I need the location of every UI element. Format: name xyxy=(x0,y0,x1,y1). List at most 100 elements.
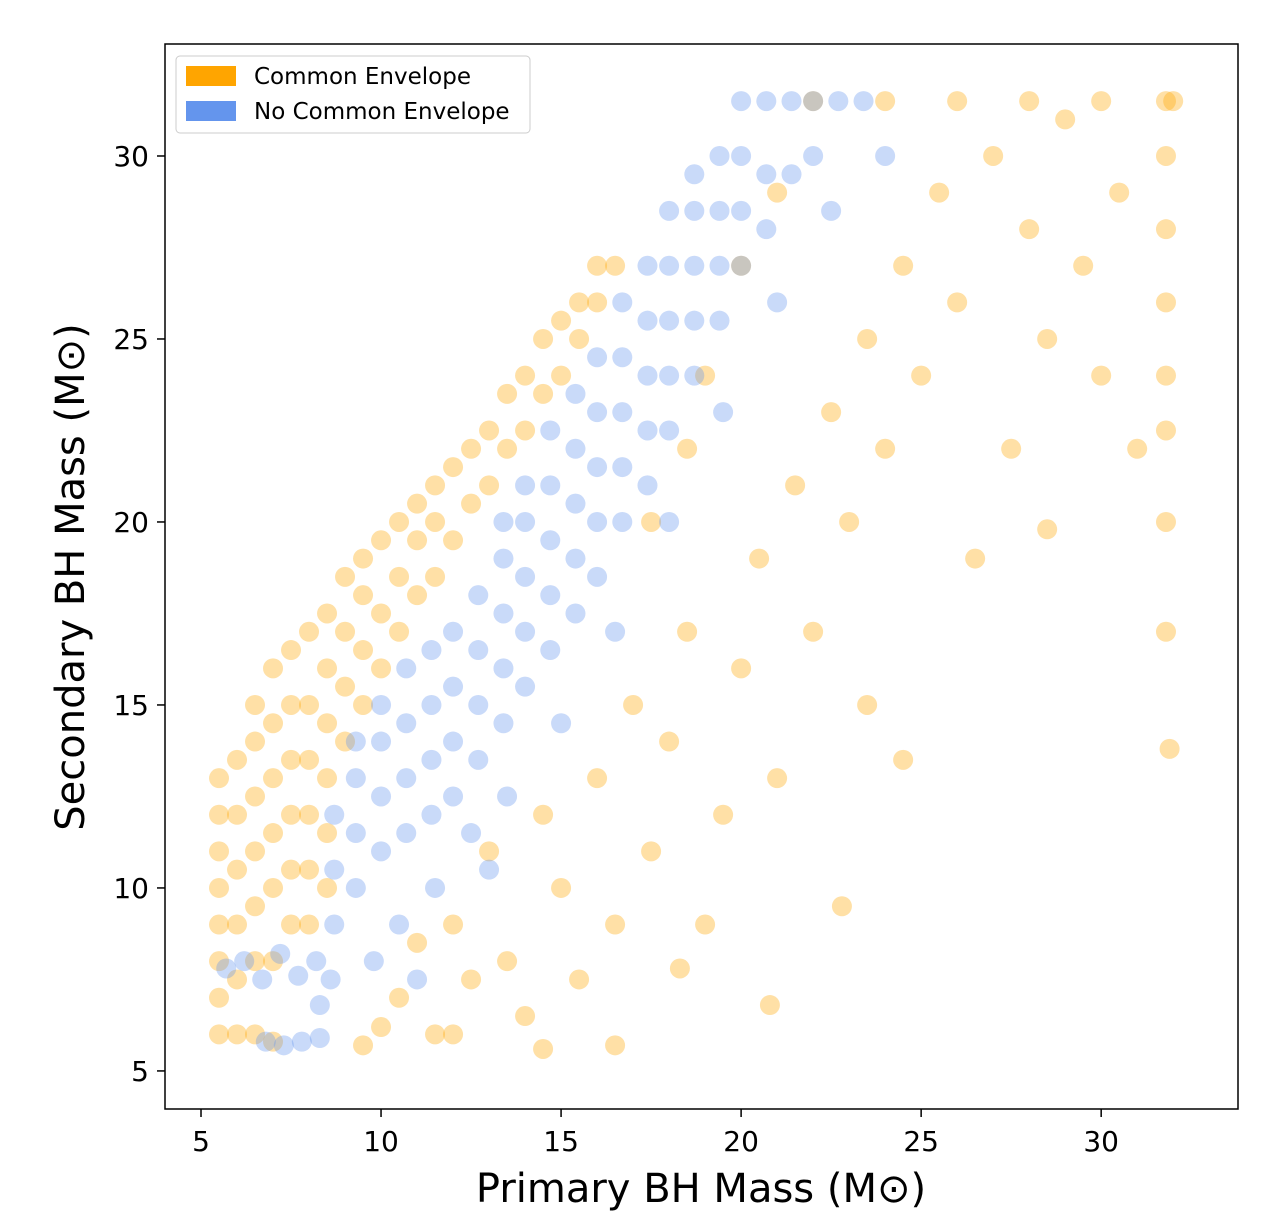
point xyxy=(443,786,464,807)
point xyxy=(731,255,752,276)
point xyxy=(425,1024,446,1045)
point xyxy=(515,365,536,386)
point xyxy=(1155,621,1176,642)
point xyxy=(839,511,860,532)
point xyxy=(497,786,518,807)
point xyxy=(461,493,482,514)
point xyxy=(684,200,705,221)
point xyxy=(425,511,446,532)
point xyxy=(1155,420,1176,441)
point xyxy=(803,621,824,642)
point xyxy=(299,859,320,880)
point xyxy=(245,786,266,807)
point xyxy=(767,182,788,203)
point xyxy=(612,511,633,532)
point xyxy=(1155,365,1176,386)
point xyxy=(468,749,489,770)
point xyxy=(493,603,514,624)
point xyxy=(209,804,230,825)
point xyxy=(1155,145,1176,166)
point xyxy=(587,347,608,368)
point xyxy=(515,511,536,532)
point xyxy=(371,530,392,551)
point xyxy=(540,475,561,496)
point xyxy=(263,877,284,898)
point xyxy=(587,566,608,587)
point xyxy=(371,694,392,715)
point xyxy=(407,530,428,551)
point xyxy=(309,995,330,1016)
point xyxy=(281,859,302,880)
point xyxy=(425,566,446,587)
point xyxy=(515,475,536,496)
point xyxy=(443,621,464,642)
point xyxy=(255,1031,276,1052)
point xyxy=(821,402,842,423)
x-tick-label: 10 xyxy=(363,1125,399,1158)
point xyxy=(803,91,824,112)
legend-label: Common Envelope xyxy=(254,64,471,90)
point xyxy=(317,713,338,734)
legend-swatch xyxy=(186,66,236,86)
point xyxy=(345,731,366,752)
point xyxy=(731,200,752,221)
point xyxy=(324,859,345,880)
point xyxy=(281,914,302,935)
point xyxy=(565,493,586,514)
point xyxy=(270,943,291,964)
point xyxy=(659,511,680,532)
point xyxy=(637,365,658,386)
point xyxy=(605,914,626,935)
point xyxy=(443,1024,464,1045)
point xyxy=(857,694,878,715)
point xyxy=(569,328,590,349)
point xyxy=(1091,91,1112,112)
point xyxy=(565,548,586,569)
point xyxy=(497,951,518,972)
point xyxy=(245,841,266,862)
plot-area xyxy=(209,91,1184,1059)
point xyxy=(781,91,802,112)
point xyxy=(587,292,608,313)
point xyxy=(443,457,464,478)
y-tick-label: 20 xyxy=(113,506,149,539)
point xyxy=(209,768,230,789)
legend-swatch xyxy=(186,101,236,121)
point xyxy=(389,511,410,532)
point xyxy=(299,694,320,715)
point xyxy=(551,310,572,331)
point xyxy=(263,768,284,789)
point xyxy=(389,987,410,1008)
y-tick-label: 25 xyxy=(113,323,149,356)
point xyxy=(353,548,374,569)
point xyxy=(396,823,417,844)
point xyxy=(759,995,780,1016)
point xyxy=(371,658,392,679)
point xyxy=(853,91,874,112)
point xyxy=(803,91,824,112)
point xyxy=(425,877,446,898)
point xyxy=(533,383,554,404)
point xyxy=(605,621,626,642)
point xyxy=(263,823,284,844)
point xyxy=(587,255,608,276)
point xyxy=(749,548,770,569)
point xyxy=(875,145,896,166)
point xyxy=(1037,328,1058,349)
point xyxy=(317,877,338,898)
point xyxy=(396,713,417,734)
point xyxy=(407,585,428,606)
point xyxy=(659,255,680,276)
point xyxy=(443,731,464,752)
point xyxy=(713,402,734,423)
point xyxy=(1159,738,1180,759)
point xyxy=(479,841,500,862)
point xyxy=(605,255,626,276)
point xyxy=(345,823,366,844)
point xyxy=(371,731,392,752)
point xyxy=(335,621,356,642)
point xyxy=(587,768,608,789)
point xyxy=(324,914,345,935)
point xyxy=(828,91,849,112)
